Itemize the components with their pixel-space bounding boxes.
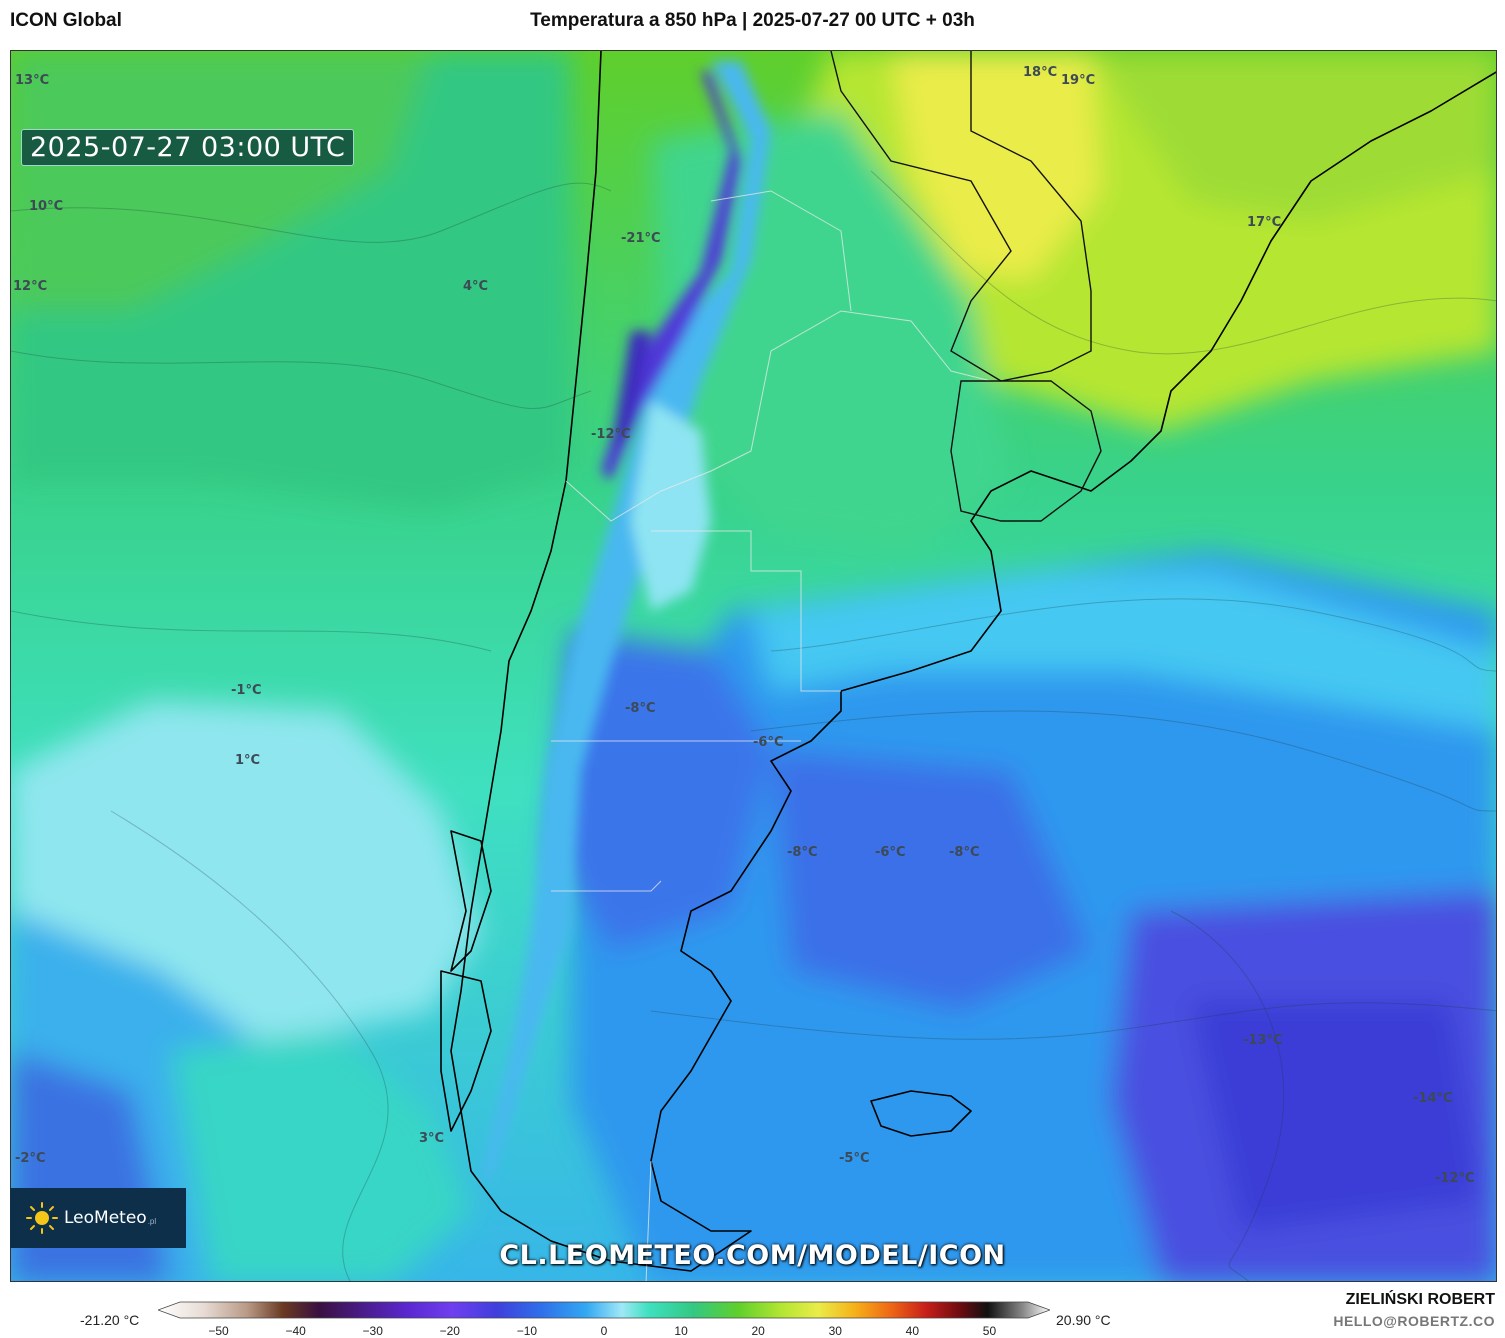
temperature-label: -12°C xyxy=(591,427,631,442)
temperature-label: -21°C xyxy=(621,231,661,246)
legend-tick-label: 10 xyxy=(674,1324,688,1338)
temperature-label: 17°C xyxy=(1247,215,1282,230)
temperature-label: -8°C xyxy=(949,845,980,860)
legend-tick-label: −40 xyxy=(285,1324,306,1338)
temperature-label: -6°C xyxy=(753,735,784,750)
logo-text: LeoMeteo xyxy=(64,1208,147,1228)
temperature-field xyxy=(11,51,1496,1281)
model-url-watermark: CL.LEOMETEO.COM/MODEL/ICON xyxy=(499,1240,1006,1271)
temperature-label: 19°C xyxy=(1061,73,1096,88)
author-name: ZIELIŃSKI ROBERT xyxy=(1345,1291,1495,1308)
author-email: HELLO@ROBERTZ.CO xyxy=(1333,1313,1495,1329)
legend-tick-label: 20 xyxy=(751,1324,765,1338)
temperature-label: 3°C xyxy=(419,1131,445,1146)
temperature-label: -5°C xyxy=(839,1151,870,1166)
temperature-color-scale xyxy=(158,1301,1050,1319)
temperature-label: 10°C xyxy=(29,199,64,214)
temperature-label: 13°C xyxy=(15,73,50,88)
temperature-label: -8°C xyxy=(625,701,656,716)
temperature-label: -8°C xyxy=(787,845,818,860)
temperature-label: -2°C xyxy=(15,1151,46,1166)
legend-tick-label: −20 xyxy=(439,1324,460,1338)
temperature-label: 1°C xyxy=(235,753,261,768)
valid-time-label: 2025-07-27 03:00 UTC xyxy=(21,129,355,166)
legend-tick-label: 30 xyxy=(828,1324,842,1338)
temperature-label: -12°C xyxy=(1435,1171,1475,1186)
legend-tick-label: 50 xyxy=(982,1324,997,1338)
model-name: ICON Global xyxy=(10,10,122,31)
logo-domain-suffix: .pl xyxy=(147,1217,157,1226)
temperature-label: 4°C xyxy=(463,279,489,294)
legend-tick-label: −30 xyxy=(362,1324,383,1338)
temperature-label: -13°C xyxy=(1243,1033,1283,1048)
legend-tick-label: 0 xyxy=(600,1324,608,1338)
map-title: Temperatura a 850 hPa | 2025-07-27 00 UT… xyxy=(530,10,975,31)
legend-max-label: 20.90 °C xyxy=(1056,1312,1111,1328)
temperature-label: -6°C xyxy=(875,845,906,860)
legend-min-label: -21.20 °C xyxy=(80,1312,140,1328)
temperature-label: 18°C xyxy=(1023,65,1058,80)
temperature-label: -1°C xyxy=(231,683,262,698)
temperature-map[interactable]: 2025-07-27 03:00 UTC 13°C 10°C 12°C 4°C … xyxy=(10,50,1497,1282)
temperature-label: -14°C xyxy=(1413,1091,1453,1106)
temperature-label: 12°C xyxy=(13,279,48,294)
leometeo-logo[interactable]: LeoMeteo .pl xyxy=(10,1188,186,1248)
legend-tick-label: 40 xyxy=(905,1324,920,1338)
legend-tick-label: −10 xyxy=(516,1324,538,1338)
legend-tick-label: −50 xyxy=(208,1324,229,1338)
sun-icon xyxy=(26,1202,58,1234)
